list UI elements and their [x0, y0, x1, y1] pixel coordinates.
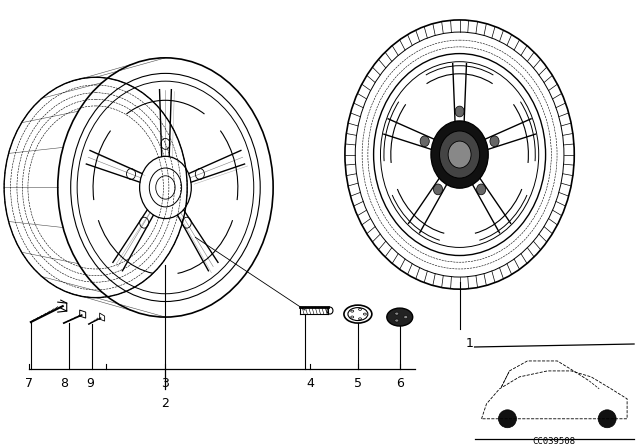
Ellipse shape	[490, 136, 499, 146]
Ellipse shape	[477, 184, 486, 195]
Text: 2: 2	[161, 397, 170, 410]
Text: 6: 6	[396, 377, 404, 390]
Ellipse shape	[387, 308, 413, 326]
Ellipse shape	[395, 312, 399, 315]
Circle shape	[499, 410, 516, 428]
Ellipse shape	[395, 319, 399, 322]
Ellipse shape	[404, 315, 408, 319]
Text: 4: 4	[306, 377, 314, 390]
Text: 7: 7	[25, 377, 33, 390]
Text: CC039508: CC039508	[533, 437, 576, 446]
Ellipse shape	[433, 184, 443, 195]
Ellipse shape	[431, 121, 488, 188]
Text: 5: 5	[354, 377, 362, 390]
Ellipse shape	[440, 131, 479, 178]
Ellipse shape	[455, 106, 464, 117]
Ellipse shape	[448, 141, 471, 168]
Ellipse shape	[420, 136, 429, 146]
Text: 3: 3	[161, 377, 170, 390]
Text: 8: 8	[60, 377, 68, 390]
Text: 1: 1	[466, 337, 474, 350]
Circle shape	[598, 410, 616, 428]
Text: 9: 9	[87, 377, 95, 390]
